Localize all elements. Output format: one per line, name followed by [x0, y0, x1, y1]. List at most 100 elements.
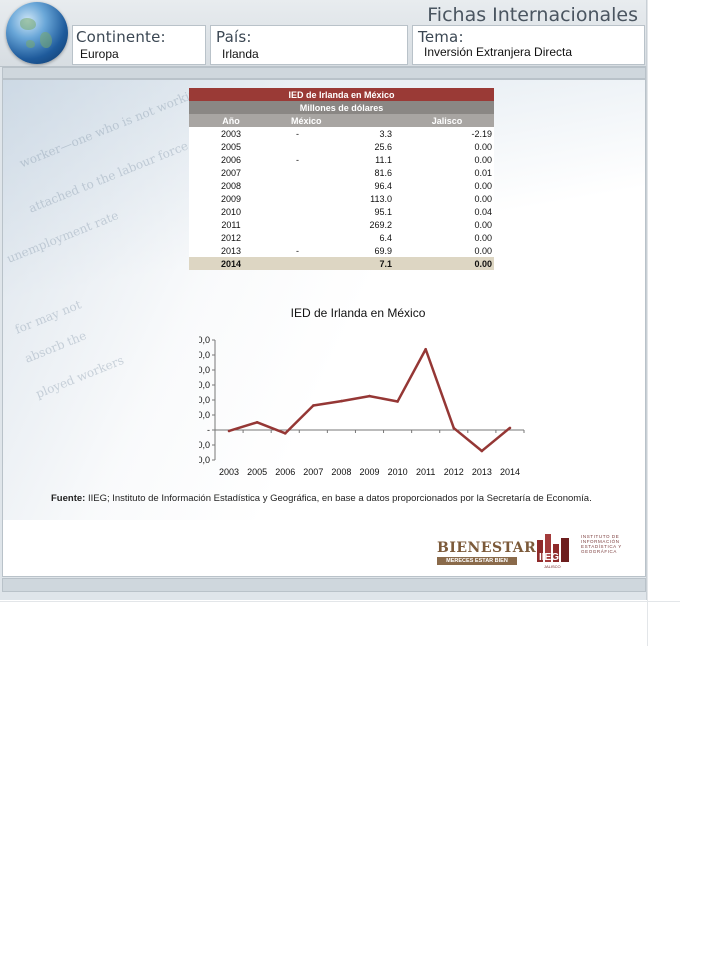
- cell-mexico: 7.1: [305, 257, 400, 270]
- data-point: [424, 347, 427, 351]
- table-row: 2013-69.9 0.00: [189, 244, 494, 257]
- cell-year: 2003: [189, 127, 273, 140]
- topic-box: [412, 25, 645, 65]
- cell-year: 2008: [189, 179, 273, 192]
- cell-jalisco: 0.00: [400, 153, 494, 166]
- y-tick-label: -: [207, 425, 210, 435]
- cell-jalisco: 0.00: [400, 257, 494, 270]
- table-row: 2007 81.6 0.01: [189, 166, 494, 179]
- cell-sign: [273, 179, 306, 192]
- page-sheet: Fichas Internacionales Continente: Europ…: [0, 0, 647, 600]
- iieg-institute-text: INSTITUTO DE INFORMACIÓN ESTADÍSTICA Y G…: [581, 534, 622, 554]
- data-point: [312, 404, 315, 407]
- cell-mexico: 113.0: [305, 192, 400, 205]
- column-header-year: Año: [189, 114, 273, 127]
- cell-jalisco: -2.19: [400, 127, 494, 140]
- cell-year: 2009: [189, 192, 273, 205]
- x-tick-label: 2011: [416, 467, 435, 477]
- cell-sign: [273, 140, 306, 153]
- table-row: 2003-3.3 -2.19: [189, 127, 494, 140]
- topic-title: Tema:: [418, 28, 464, 46]
- continent-box: [72, 25, 206, 65]
- header-band: Fichas Internacionales Continente: Europ…: [0, 0, 646, 67]
- cell-jalisco: 0.00: [400, 140, 494, 153]
- footer-strip: [2, 578, 646, 592]
- cell-year: 2011: [189, 218, 273, 231]
- y-tick-label: -50,0: [199, 440, 210, 450]
- cell-year: 2013: [189, 244, 273, 257]
- table-row: 2012 6.4 0.00: [189, 231, 494, 244]
- data-point: [396, 400, 399, 403]
- continent-title: Continente:: [76, 28, 166, 46]
- header-divider: [2, 67, 646, 79]
- cell-year: 2006: [189, 153, 273, 166]
- data-point: [452, 426, 456, 430]
- bienestar-name: BIENESTAR: [437, 540, 537, 556]
- chart-title: IED de Irlanda en México: [290, 306, 426, 320]
- x-tick-label: 2014: [500, 467, 520, 477]
- cell-year: 2010: [189, 205, 273, 218]
- ied-line-chart: 300,0 250,0 200,0 150,0 100,0 50,0 - -50,0 -100,…: [199, 335, 525, 477]
- cell-jalisco: 0.00: [400, 231, 494, 244]
- table-row: 2010 95.1 0.04: [189, 205, 494, 218]
- ied-table: IED de Irlanda en México Millones de dól…: [189, 88, 494, 270]
- country-value: Irlanda: [222, 47, 259, 61]
- cell-sign: -: [273, 244, 306, 257]
- data-point: [255, 421, 259, 424]
- data-point: [368, 394, 371, 398]
- table-row: 2009 113.0 0.00: [189, 192, 494, 205]
- topic-value: Inversión Extranjera Directa: [424, 45, 573, 59]
- country-title: País:: [216, 28, 252, 46]
- x-tick-label: 2012: [444, 467, 464, 477]
- cell-jalisco: 0.00: [400, 218, 494, 231]
- bienestar-logo: BIENESTAR MERECES ESTAR BIEN: [437, 540, 537, 576]
- data-point: [480, 449, 484, 453]
- x-tick-label: 2005: [247, 467, 267, 477]
- y-tick-label: -100,0: [199, 455, 210, 465]
- cell-sign: [273, 205, 306, 218]
- table-header-row: Año México Jalisco: [189, 114, 494, 127]
- cell-year: 2007: [189, 166, 273, 179]
- y-tick-label: 100,0: [199, 395, 210, 405]
- table-row: 2008 96.4 0.00: [189, 179, 494, 192]
- series-line: [228, 347, 511, 453]
- iieg-sub-text: JALISCO: [544, 564, 561, 569]
- data-point: [508, 426, 512, 430]
- y-tick-label: 150,0: [199, 380, 210, 390]
- cell-year: 2005: [189, 140, 273, 153]
- bienestar-tagline: MERECES ESTAR BIEN: [437, 557, 517, 565]
- cell-mexico: 3.3: [305, 127, 400, 140]
- iieg-mark-text: IIEG: [539, 552, 559, 563]
- cell-sign: [273, 257, 306, 270]
- cell-sign: -: [273, 153, 306, 166]
- continent-value: Europa: [80, 47, 119, 61]
- cell-year: 2014: [189, 257, 273, 270]
- x-tick-label: 2009: [359, 467, 379, 477]
- table-subtitle: Millones de dólares: [189, 101, 494, 114]
- cell-jalisco: 0.00: [400, 244, 494, 257]
- data-point: [340, 399, 343, 403]
- data-point: [283, 432, 287, 435]
- x-tick-label: 2006: [275, 467, 295, 477]
- cell-mexico: 11.1: [305, 153, 400, 166]
- cell-jalisco: 0.00: [400, 179, 494, 192]
- y-tick-label: 200,0: [199, 365, 210, 375]
- y-tick-label: 300,0: [199, 335, 210, 345]
- page-edge-bottom: [0, 601, 680, 602]
- cell-sign: -: [273, 127, 306, 140]
- globe-icon: [6, 2, 68, 64]
- cell-sign: [273, 166, 306, 179]
- cell-jalisco: 0.04: [400, 205, 494, 218]
- source-label: Fuente:: [51, 493, 86, 504]
- data-point: [227, 429, 231, 433]
- x-tick-label: 2007: [303, 467, 323, 477]
- x-tick-label: 2008: [331, 467, 351, 477]
- cell-mexico: 6.4: [305, 231, 400, 244]
- cell-year: 2012: [189, 231, 273, 244]
- source-text: IIEG; Instituto de Información Estadísti…: [87, 493, 592, 504]
- table-row: 2011 269.2 0.00: [189, 218, 494, 231]
- cell-sign: [273, 218, 306, 231]
- y-tick-label: 250,0: [199, 350, 210, 360]
- source-note: Fuente: IIEG; Instituto de Información E…: [51, 492, 626, 505]
- x-tick-label: 2010: [388, 467, 408, 477]
